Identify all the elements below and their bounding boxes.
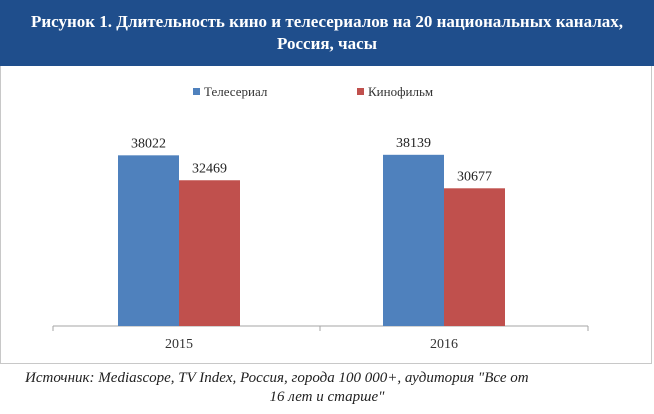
data-label-2015-0: 38022 <box>131 136 166 151</box>
legend-swatch-0 <box>193 88 200 95</box>
x-tick-label-2015: 2015 <box>165 337 193 352</box>
data-label-2016-1: 30677 <box>457 169 492 184</box>
data-label-2016-0: 38139 <box>396 136 431 151</box>
bar-2015-0 <box>118 155 179 326</box>
data-label-2015-1: 32469 <box>192 161 227 176</box>
legend-swatch-1 <box>357 88 364 95</box>
figure-title: Рисунок 1. Длительность кино и телесериа… <box>30 12 624 53</box>
bar-2015-1 <box>179 180 240 326</box>
bar-chart: Телесериал Кинофильм 38022 32469 2015 38139 30… <box>52 84 589 352</box>
bar-2016-1 <box>444 188 505 326</box>
bar-2016-0 <box>383 154 444 326</box>
x-tick-label-2016: 2016 <box>430 337 458 352</box>
figure-title-banner: Рисунок 1. Длительность кино и телесериа… <box>0 0 654 66</box>
chart-frame <box>0 66 652 364</box>
source-line-1: Источник: Mediascope, TV Index, Россия, … <box>25 370 529 386</box>
legend-label-1: Кинофильм <box>368 84 433 99</box>
source-line-2: 16 лет и старше" <box>269 389 385 405</box>
legend-label-0: Телесериал <box>204 84 268 99</box>
